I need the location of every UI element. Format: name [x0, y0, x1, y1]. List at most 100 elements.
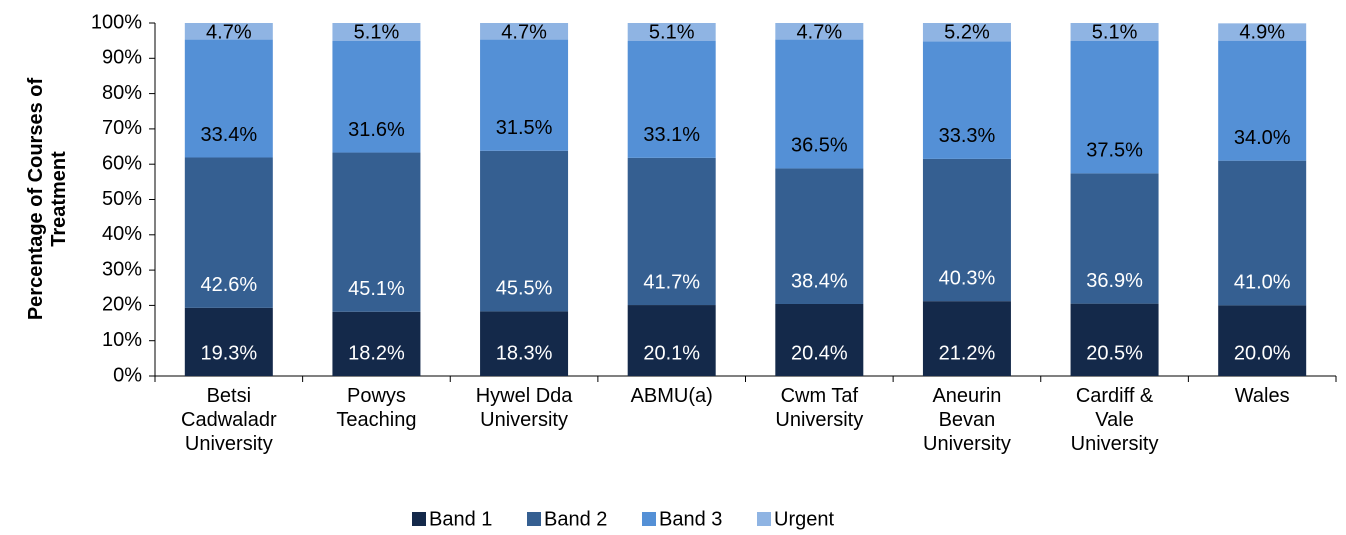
value-label: 5.1%: [649, 21, 695, 43]
x-tick-label: Wales: [1234, 385, 1290, 407]
x-tick-label-box: Wales: [1234, 385, 1290, 407]
value-label: 18.3%: [496, 342, 553, 364]
value-label: 42.6%: [200, 274, 257, 296]
bar-segment: [922, 158, 1011, 302]
x-tick-label-box: Cwm Taf University: [775, 385, 864, 431]
y-tick-label: 90%: [102, 47, 142, 69]
x-tick-label: Aneurin Bevan University: [923, 385, 1011, 455]
bar-segment: [1218, 305, 1307, 376]
bar-segment: [1070, 23, 1159, 42]
legend-swatch: [757, 512, 771, 526]
y-tick-label: 10%: [102, 329, 142, 351]
legend-label: Band 1: [429, 508, 492, 530]
value-label: 20.4%: [791, 342, 848, 364]
y-tick-label: 50%: [102, 188, 142, 210]
value-label: 36.9%: [1086, 270, 1143, 292]
y-tick-label: 100%: [91, 11, 142, 33]
value-label: 4.7%: [501, 21, 547, 43]
bar-segment: [922, 301, 1011, 376]
legend-swatch: [642, 512, 656, 526]
bar-segment: [184, 307, 273, 376]
x-tick-label-box: Cardiff & Vale University: [1070, 385, 1159, 455]
bar-segment: [1070, 41, 1159, 174]
legend-swatch: [412, 512, 426, 526]
legend-label: Band 3: [659, 508, 722, 530]
y-tick-label: 0%: [113, 364, 142, 386]
y-tick-label: 70%: [102, 117, 142, 139]
legend-swatch: [527, 512, 541, 526]
value-label: 33.4%: [200, 124, 257, 146]
bar-segment: [1070, 303, 1159, 376]
value-label: 4.7%: [206, 21, 252, 43]
bar-segment: [332, 152, 421, 312]
bar-segment: [775, 39, 864, 169]
x-tick-label: Cardiff & Vale University: [1070, 385, 1159, 455]
bar-segment: [480, 311, 569, 376]
bar-segment: [184, 39, 273, 158]
value-label: 21.2%: [939, 342, 996, 364]
value-label: 5.1%: [354, 21, 400, 43]
value-label: 41.0%: [1234, 272, 1291, 294]
bar-segment: [332, 311, 421, 376]
value-label: 5.1%: [1092, 21, 1138, 43]
value-label: 18.2%: [348, 342, 405, 364]
x-tick-label-box: Aneurin Bevan University: [923, 385, 1011, 455]
bar-segment: [184, 23, 273, 40]
bar-segment: [1070, 173, 1159, 304]
bar-segment: [775, 303, 864, 376]
bar-segment: [627, 23, 716, 42]
bar-segment: [480, 23, 569, 40]
value-label: 33.1%: [643, 124, 700, 146]
bar-segment: [1218, 160, 1307, 306]
value-label: 4.7%: [797, 21, 843, 43]
value-label: 31.6%: [348, 119, 405, 141]
value-label: 19.3%: [200, 342, 257, 364]
bar-segment: [1218, 23, 1307, 41]
value-label: 31.5%: [496, 117, 553, 139]
x-tick-label: Hywel Dda University: [475, 385, 573, 431]
x-tick-label-box: ABMU(a): [630, 385, 713, 407]
x-tick-label: Cwm Taf University: [775, 385, 864, 431]
x-tick-label-box: Powys Teaching: [336, 385, 417, 431]
bar-segment: [775, 23, 864, 40]
x-tick-label-box: Betsi Cadwaladr University: [181, 385, 277, 455]
value-label: 4.9%: [1239, 22, 1285, 44]
x-tick-label: Powys Teaching: [336, 385, 417, 431]
bar-segment: [332, 23, 421, 42]
bar-segment: [627, 305, 716, 376]
value-label: 38.4%: [791, 270, 848, 292]
bar-segment: [627, 41, 716, 158]
value-label: 20.5%: [1086, 342, 1143, 364]
value-label: 5.2%: [944, 21, 990, 43]
y-tick-label: 30%: [102, 258, 142, 280]
value-label: 33.3%: [939, 125, 996, 147]
bar-segment: [1218, 40, 1307, 161]
x-tick-label-box: Hywel Dda University: [475, 385, 573, 431]
bar-segment: [922, 41, 1011, 159]
bar-segment: [184, 157, 273, 308]
legend-label: Band 2: [544, 508, 607, 530]
legend-label: Urgent: [774, 508, 834, 530]
bar-segment: [775, 168, 864, 304]
bar-segment: [480, 39, 569, 151]
value-label: 36.5%: [791, 135, 848, 157]
value-label: 37.5%: [1086, 140, 1143, 162]
x-tick-label: Betsi Cadwaladr University: [181, 385, 277, 455]
y-tick-label: 80%: [102, 82, 142, 104]
y-tick-label: 60%: [102, 152, 142, 174]
value-label: 20.0%: [1234, 342, 1291, 364]
bar-segment: [627, 157, 716, 306]
value-label: 34.0%: [1234, 127, 1291, 149]
bar-segment: [480, 150, 569, 312]
bar-segment: [922, 23, 1011, 42]
x-tick-label: ABMU(a): [630, 385, 713, 407]
value-label: 45.1%: [348, 278, 405, 300]
y-tick-label: 40%: [102, 223, 142, 245]
y-tick-label: 20%: [102, 294, 142, 316]
bar-segment: [332, 41, 421, 153]
value-label: 40.3%: [939, 267, 996, 289]
value-label: 20.1%: [643, 342, 700, 364]
value-label: 41.7%: [643, 271, 700, 293]
